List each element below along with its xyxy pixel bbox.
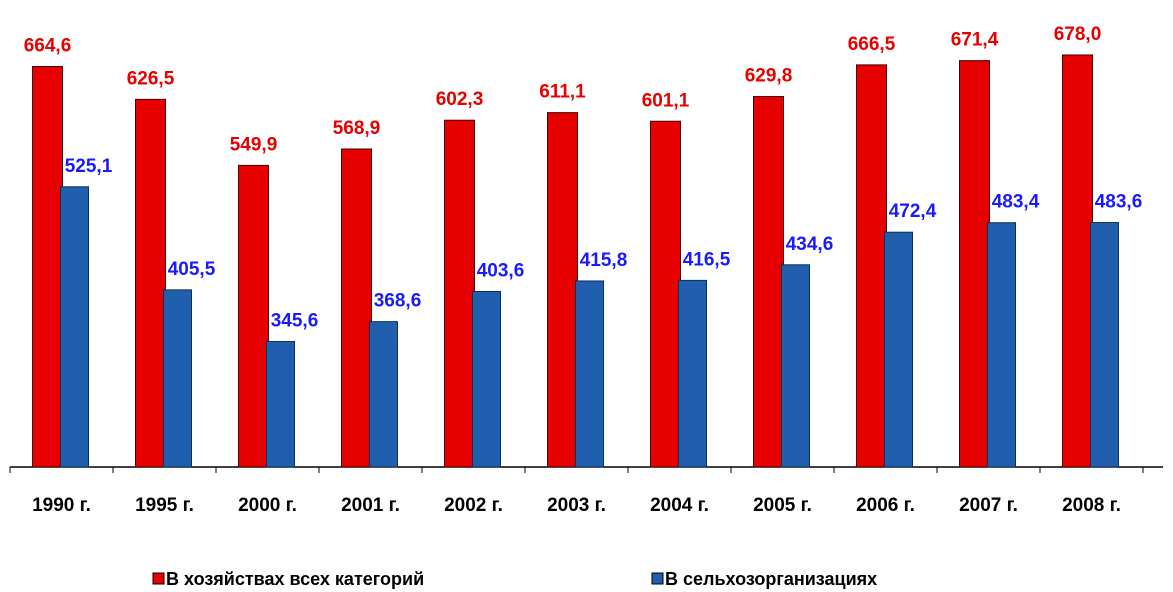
x-tick-label: 2005 г.: [753, 495, 812, 516]
bar: [781, 264, 810, 468]
data-label: 601,1: [642, 90, 690, 111]
bar: [369, 321, 398, 468]
bar: [444, 119, 475, 468]
data-label: 678,0: [1054, 24, 1102, 45]
data-label: 415,8: [580, 250, 628, 271]
bar: [266, 340, 295, 468]
bar: [341, 148, 372, 468]
x-tick-label: 2008 г.: [1062, 495, 1121, 516]
x-tick-label: 1995 г.: [135, 495, 194, 516]
x-tick-label: 2004 г.: [650, 495, 709, 516]
data-label: 525,1: [65, 156, 113, 177]
legend-label: В хозяйствах всех категорий: [166, 569, 424, 589]
x-tick-label: 2000 г.: [238, 495, 297, 516]
bar: [959, 60, 990, 468]
bar: [678, 279, 707, 468]
bar: [987, 222, 1016, 468]
bar: [60, 186, 89, 468]
data-label: 434,6: [786, 234, 834, 255]
data-label: 611,1: [539, 82, 586, 103]
bar: [884, 231, 913, 468]
legend-swatch: [651, 572, 664, 585]
data-label: 416,5: [683, 249, 731, 270]
bar: [1090, 222, 1119, 468]
data-label: 403,6: [477, 261, 525, 282]
x-tick-label: 2006 г.: [856, 495, 915, 516]
data-label: 629,8: [745, 66, 793, 87]
x-tick-label: 2001 г.: [341, 495, 400, 516]
bar: [1062, 54, 1093, 468]
bar: [856, 64, 887, 468]
legend-label: В сельхозорганизациях: [665, 569, 877, 589]
data-label: 345,6: [271, 311, 319, 332]
legend-swatch: [152, 572, 165, 585]
data-label: 666,5: [848, 34, 896, 55]
data-label: 483,4: [992, 192, 1040, 213]
bar: [135, 98, 166, 468]
data-label: 483,6: [1095, 192, 1143, 213]
data-label: 549,9: [230, 134, 278, 155]
bar: [238, 164, 269, 468]
data-label: 626,5: [127, 68, 175, 89]
data-label: 568,9: [333, 118, 381, 139]
data-label: 368,6: [374, 291, 422, 312]
x-tick-label: 1990 г.: [32, 495, 91, 516]
bar: [472, 290, 501, 468]
x-tick-label: 2007 г.: [959, 495, 1018, 516]
data-label: 405,5: [168, 259, 216, 280]
x-tick-label: 2003 г.: [547, 495, 606, 516]
bar: [547, 112, 578, 468]
bar: [163, 289, 192, 468]
x-tick-label: 2002 г.: [444, 495, 503, 516]
data-label: 664,6: [24, 36, 72, 57]
bar: [575, 280, 604, 468]
bar: [32, 66, 63, 468]
data-label: 602,3: [436, 89, 484, 110]
bar: [753, 96, 784, 468]
bar: [650, 120, 681, 468]
data-label: 472,4: [889, 201, 937, 222]
data-label: 671,4: [951, 30, 999, 51]
